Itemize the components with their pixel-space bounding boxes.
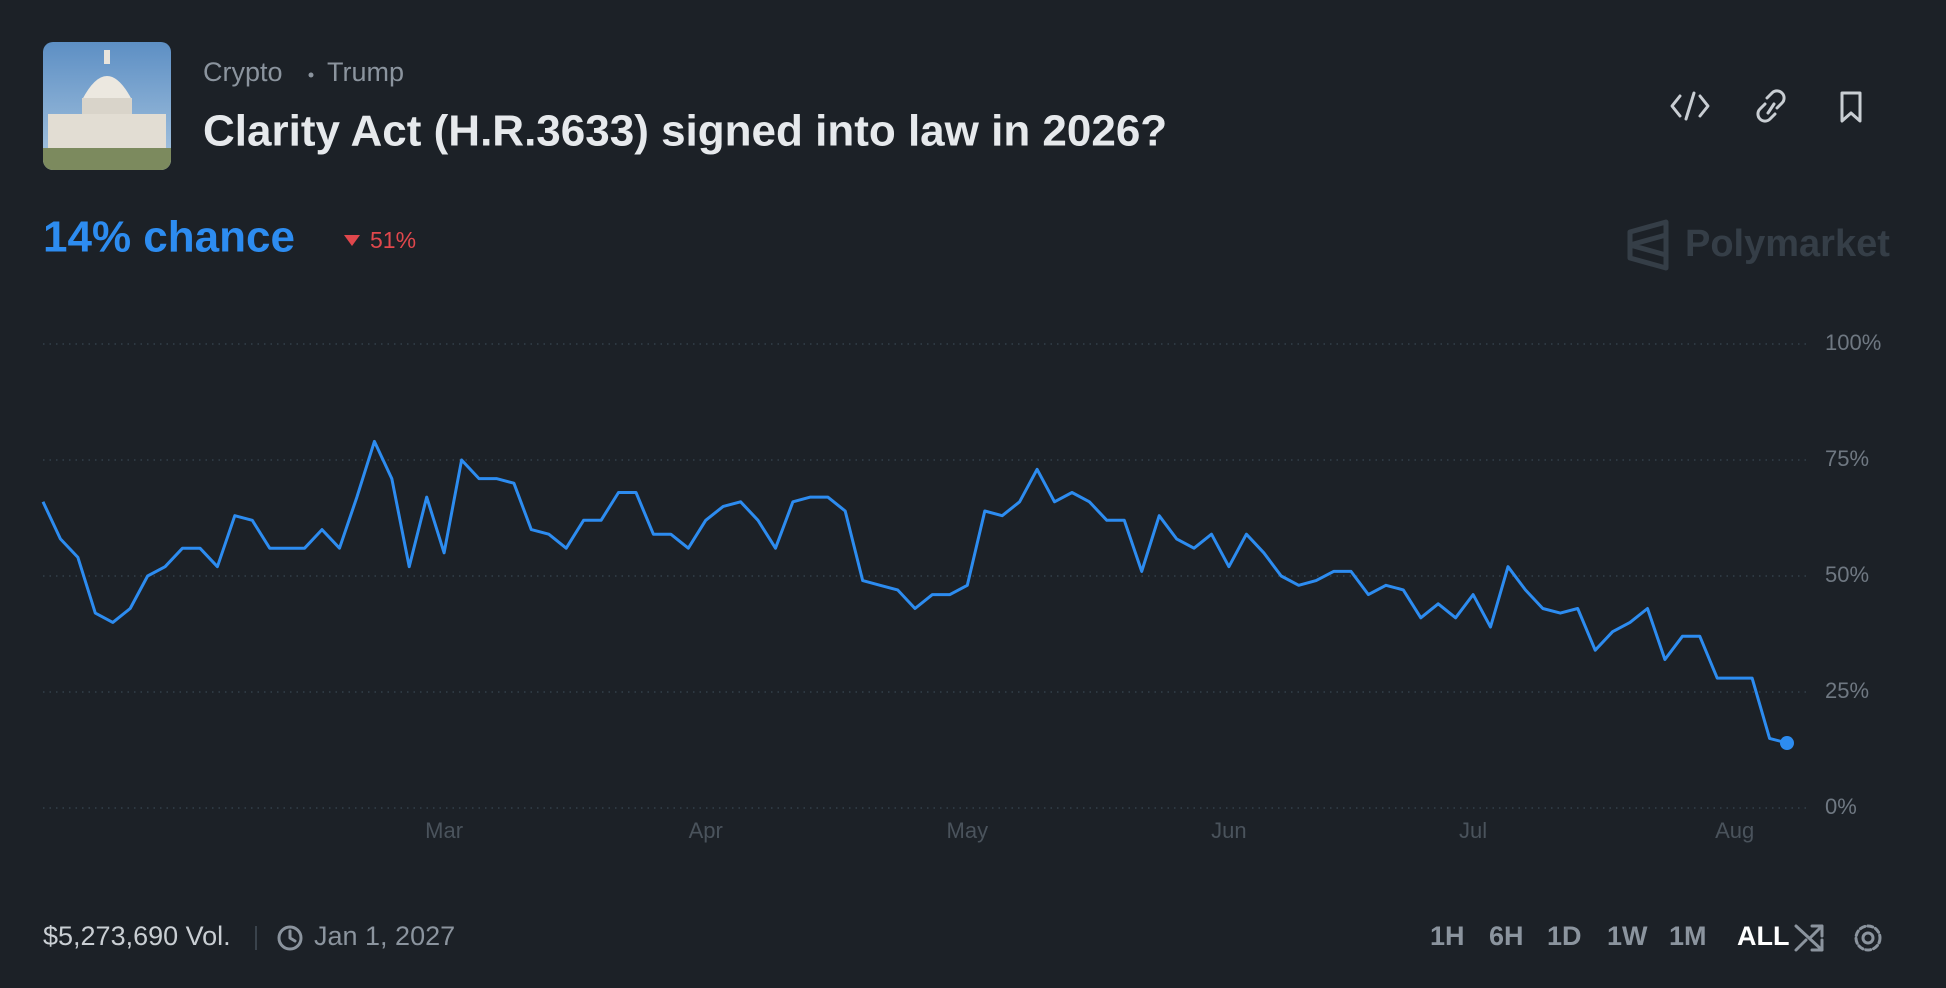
brand-logo <box>1627 219 1669 271</box>
tag[interactable]: Crypto <box>203 57 283 87</box>
probability-headline: 14% chance <box>43 213 295 262</box>
x-tick-label: Aug <box>1715 818 1754 843</box>
volume: $5,273,690 Vol. <box>43 921 231 951</box>
price-line <box>41 439 1788 745</box>
embed-button[interactable] <box>1670 91 1710 121</box>
brand-name: Polymarket <box>1685 223 1890 265</box>
copy-link-button[interactable] <box>1756 89 1786 123</box>
market-title: Clarity Act (H.R.3633) signed into law i… <box>203 107 1167 156</box>
down-arrow <box>344 235 360 246</box>
y-tick-label: 100% <box>1825 330 1881 355</box>
end-date: Jan 1, 2027 <box>314 921 455 951</box>
y-tick-label: 50% <box>1825 562 1869 587</box>
x-tick-label: May <box>947 818 989 843</box>
market-image <box>43 42 171 170</box>
probability-change: 51% <box>370 227 416 253</box>
y-tick-label: 75% <box>1825 446 1869 471</box>
settings-button[interactable] <box>1854 924 1882 952</box>
x-tick-label: Mar <box>425 818 463 843</box>
range-button[interactable]: 1M <box>1669 921 1707 951</box>
range-button[interactable]: ALL <box>1737 921 1789 951</box>
bookmark-button[interactable] <box>1840 91 1862 123</box>
clock-icon <box>277 925 303 951</box>
range-button[interactable]: 1H <box>1430 921 1465 951</box>
range-button[interactable]: 1W <box>1607 921 1648 951</box>
x-tick-label: Jul <box>1459 818 1487 843</box>
y-tick-label: 25% <box>1825 678 1869 703</box>
current-point <box>1780 736 1794 751</box>
x-tick-label: Apr <box>689 818 723 843</box>
price-chart: 0% 25% 50% 75% 100% Mar Apr May Jun Jul Aug <box>41 330 1881 843</box>
range-button[interactable]: 6H <box>1489 921 1524 951</box>
range-selector: 1H 6H 1D 1W 1M ALL <box>1430 921 1789 951</box>
tag[interactable]: Trump <box>327 57 404 87</box>
tag-separator <box>308 72 314 78</box>
x-tick-label: Jun <box>1211 818 1246 843</box>
range-button[interactable]: 1D <box>1547 921 1582 951</box>
shuffle-button[interactable] <box>1794 924 1824 952</box>
y-tick-label: 0% <box>1825 794 1857 819</box>
